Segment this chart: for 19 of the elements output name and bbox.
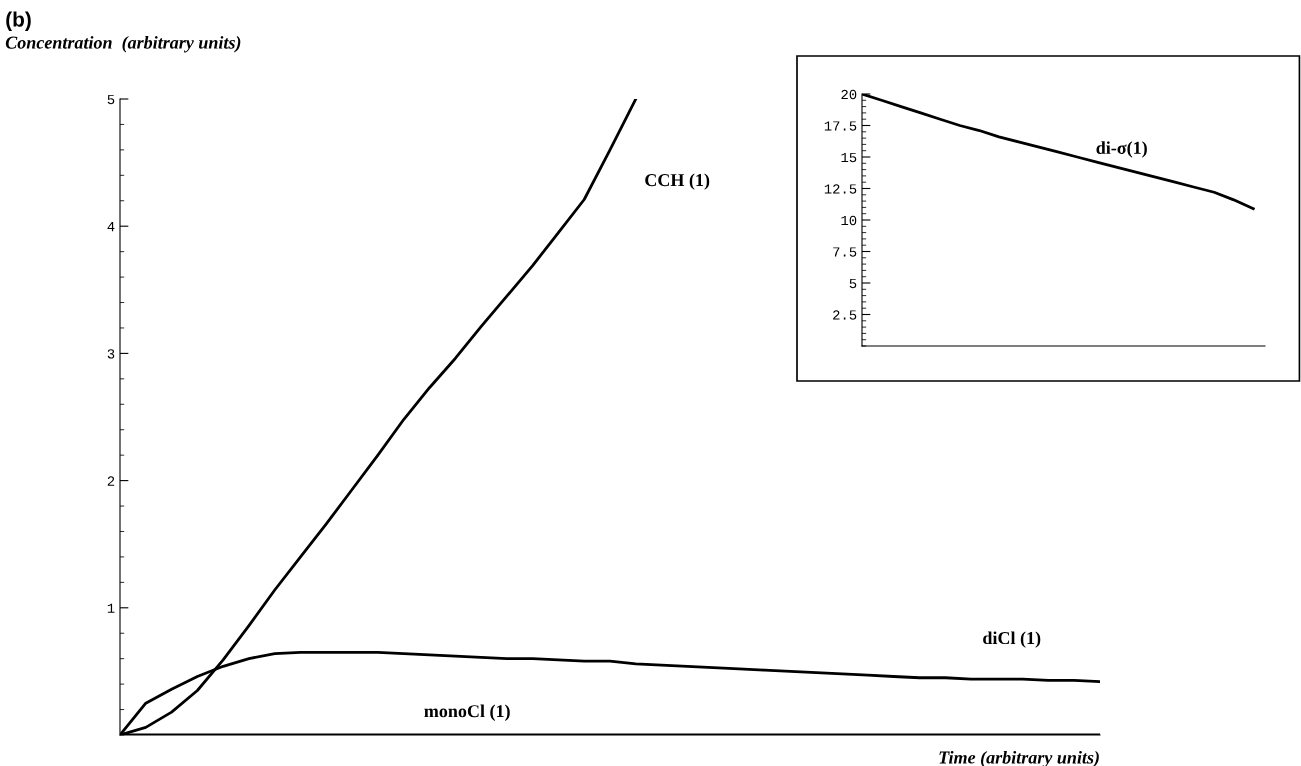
series-label: diCl (1) <box>983 631 1041 648</box>
y-axis-title: Concentration (arbitrary units) <box>5 36 241 53</box>
y-tick-label: 5 <box>849 278 857 289</box>
y-tick-label: 17.5 <box>824 121 857 131</box>
y-tick-label: 20 <box>841 89 857 100</box>
y-tick-label: 10 <box>841 215 857 226</box>
chart-title: (b) <box>6 11 31 31</box>
y-tick-label: 7.5 <box>833 247 857 257</box>
y-tick-label: 15 <box>841 152 857 163</box>
y-tick-label: 2 <box>107 476 115 486</box>
y-tick-label: 12.5 <box>824 184 857 194</box>
y-tick-label: 1 <box>107 603 115 613</box>
text: CCH (1) <box>645 173 710 190</box>
y-tick-label: 3 <box>107 349 115 359</box>
y-tick-label: 2.5 <box>833 310 857 320</box>
y-tick-label: 4 <box>107 222 115 232</box>
y-tick-label: 5 <box>107 94 115 105</box>
series-label: di-σ(1) <box>1096 141 1147 158</box>
series-label: monoCl (1) <box>424 704 510 721</box>
